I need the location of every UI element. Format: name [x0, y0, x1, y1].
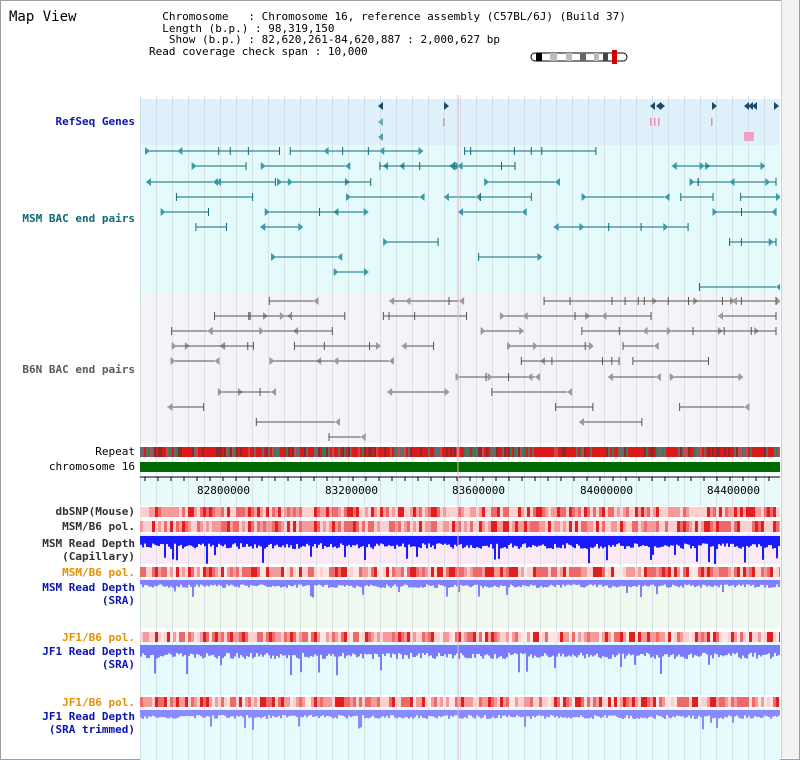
track-label-dbsnp: dbSNP(Mouse) — [55, 505, 135, 518]
chromosome-row: Chromosome : Chromosome 16, reference as… — [162, 10, 626, 23]
track-label-jf1-depth-sra: JF1 Read Depth — [42, 645, 135, 658]
coverage-value: 10,000 — [327, 44, 368, 58]
length-key: Length (b.p.) — [162, 21, 249, 35]
length-row: Length (b.p.) : 98,319,150 — [162, 21, 335, 35]
track-label-jf1-depth-trim: JF1 Read Depth — [42, 710, 135, 723]
show-key: Show (b.p.) — [168, 33, 242, 46]
repeat-track — [140, 447, 780, 457]
axis-tick-label: 84400000 — [707, 484, 760, 497]
track-label-msm-pol-1: MSM/B6 pol. — [62, 520, 135, 533]
axis-tick-label: 84000000 — [580, 484, 633, 497]
read-depth-tracks — [140, 536, 780, 730]
track-label-repeat: Repeat — [95, 445, 135, 458]
axis-tick-label: 83200000 — [325, 484, 378, 497]
track-label-msm-depth-sra: MSM Read Depth — [42, 581, 135, 594]
show-value: 82,620,261-84,620,887 : 2,000,627 bp — [261, 33, 501, 46]
position-axis — [140, 476, 780, 481]
chromosome-ideogram[interactable] — [528, 50, 632, 64]
track-label-jf1-pol-2: JF1/B6 pol. — [62, 696, 135, 709]
chromosome-key: Chromosome — [162, 10, 229, 23]
msm-bac-track — [145, 147, 780, 291]
assembly-info: Chromosome : Chromosome 16, reference as… — [149, 11, 626, 57]
chromosome-value: Chromosome 16, reference assembly (C57BL… — [261, 10, 626, 23]
polymorphism-tracks — [140, 507, 780, 707]
track-label-msm-pol-2: MSM/B6 pol. — [62, 566, 135, 579]
coverage-row: Read coverage check span : 10,000 — [149, 44, 368, 58]
track-label-jf1-depth-trim-sub: (SRA trimmed) — [48, 723, 135, 736]
show-row: Show (b.p.) : 82,620,261-84,620,887 : 2,… — [168, 33, 501, 46]
b6n-bac-track — [167, 297, 780, 441]
genome-track-plot[interactable] — [140, 0, 780, 760]
track-label-chromosome: chromosome 16 — [48, 460, 135, 473]
track-label-jf1-depth-sra-sub: (SRA) — [101, 658, 135, 671]
chromosome-bar — [140, 462, 780, 472]
track-label-msm-bac: MSM BAC end pairs — [22, 212, 135, 225]
track-label-b6n-bac: B6N BAC end pairs — [22, 363, 135, 376]
track-label-msm-depth-cap: MSM Read Depth — [42, 537, 135, 550]
axis-tick-label: 82800000 — [197, 484, 250, 497]
refseq-genes-track — [378, 102, 779, 141]
track-label-msm-depth-sra-sub: (SRA) — [101, 594, 135, 607]
track-label-msm-depth-cap-sub: (Capillary) — [62, 550, 135, 563]
length-value: 98,319,150 — [268, 21, 335, 35]
coverage-key: Read coverage check span — [149, 44, 308, 58]
track-label-refseq: RefSeq Genes — [55, 115, 135, 128]
vertical-scrollbar[interactable] — [781, 0, 799, 758]
ideogram-position-marker — [612, 50, 617, 64]
page-title: Map View — [9, 9, 77, 25]
axis-tick-label: 83600000 — [452, 484, 505, 497]
track-label-jf1-pol-1: JF1/B6 pol. — [62, 631, 135, 644]
